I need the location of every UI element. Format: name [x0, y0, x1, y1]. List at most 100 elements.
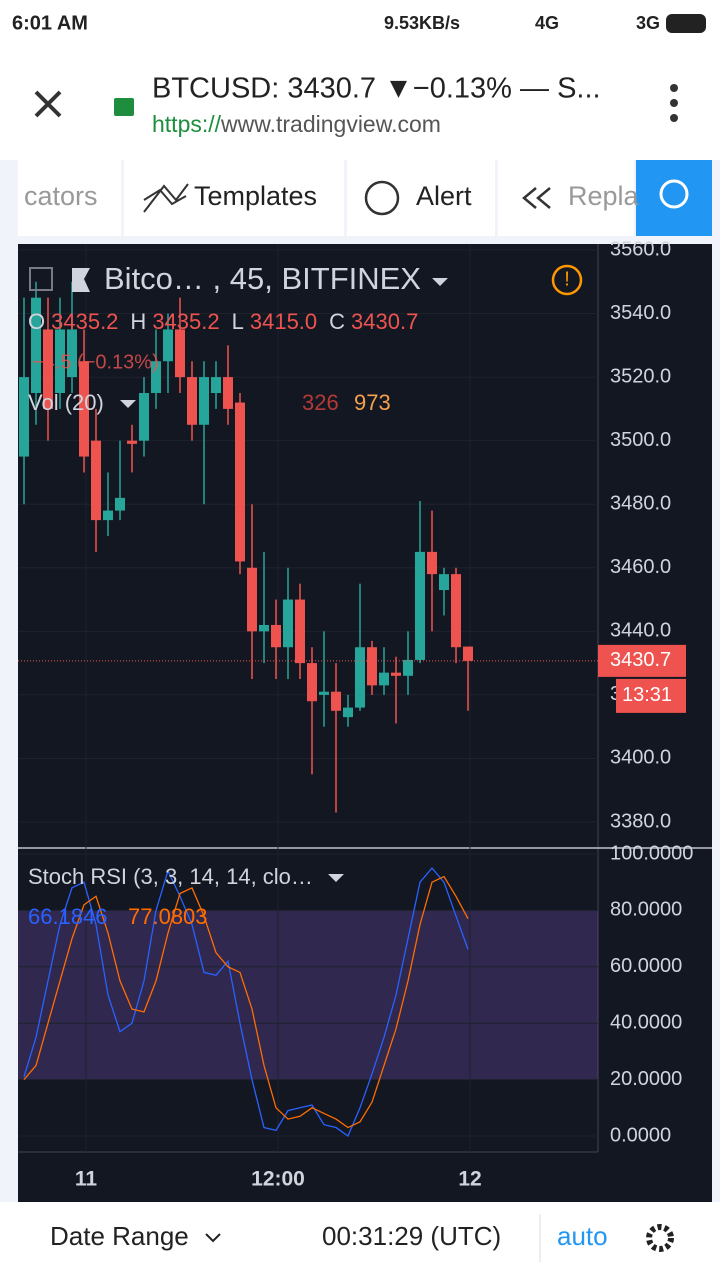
ohlc-name: H: [130, 309, 146, 334]
y-tick-label: 40.0000: [610, 1011, 682, 1033]
ohlc-name: C: [329, 309, 345, 334]
warning-icon[interactable]: [551, 264, 583, 296]
candle-body: [247, 567, 257, 632]
stoch-line: [23, 875, 469, 1129]
y-tick-label: 60.0000: [610, 955, 682, 977]
y-tick-label: 3560.0: [610, 238, 671, 260]
toolbar-button[interactable]: [124, 160, 344, 236]
candle-body: [319, 691, 329, 695]
candle-body: [31, 297, 41, 393]
candle-body: [403, 659, 413, 676]
lock-icon: [114, 98, 134, 116]
y-tick-label: 20.0000: [610, 1068, 682, 1090]
browser-bar: [0, 0, 720, 160]
y-tick-label: 100.0000: [610, 842, 693, 864]
candle-body: [283, 599, 293, 648]
candle-body: [343, 707, 353, 718]
url[interactable]: https://www.tradingview.com: [152, 111, 441, 137]
candle-body: [259, 624, 269, 632]
candle-body: [199, 377, 209, 425]
ideas-button[interactable]: [636, 160, 712, 236]
toolbar-label: Alert: [416, 181, 472, 211]
alert-icon: [364, 180, 400, 216]
net-speed: 9.53KB/s: [384, 13, 460, 33]
clock-utc[interactable]: 00:31:29 (UTC): [322, 1221, 501, 1251]
price-tag: [598, 644, 686, 677]
candle-body: [211, 377, 221, 393]
chart-panel: [18, 244, 712, 1202]
candle-body: [427, 551, 437, 575]
volume-legend[interactable]: Vol (20): [28, 390, 104, 415]
candle-body: [79, 361, 89, 457]
replay-icon: [522, 187, 551, 209]
candle-body: [355, 647, 365, 708]
toolbar-label: cators: [24, 181, 98, 211]
toolbar-button[interactable]: [18, 160, 121, 236]
candle-body: [67, 329, 77, 378]
battery: [666, 14, 706, 33]
candle-body: [19, 377, 29, 457]
toolbar-button[interactable]: [498, 160, 634, 236]
menu-button[interactable]: [670, 84, 678, 122]
y-tick-label: 3400.0: [610, 747, 671, 769]
collapse-icon[interactable]: [29, 267, 53, 291]
y-tick-label: 3480.0: [610, 493, 671, 515]
y-tick-label: 3500.0: [610, 429, 671, 451]
close-button[interactable]: [34, 90, 62, 118]
bulb-icon: [659, 179, 689, 209]
y-tick-label: 80.0000: [610, 899, 682, 921]
network: 3G: [636, 13, 660, 33]
stoch-value: 77.0803: [128, 904, 208, 929]
y-tick-label: 3440.0: [610, 620, 671, 642]
price-tag-label: 3430.7: [610, 649, 671, 671]
ohlc-value: 3415.0: [250, 309, 317, 334]
ohlc-value: 3435.2: [152, 309, 219, 334]
countdown-label: 13:31: [622, 684, 672, 706]
date-range[interactable]: Date Range: [50, 1221, 189, 1251]
url-scheme: https://: [152, 111, 222, 137]
y-tick-label: 0.0000: [610, 1124, 671, 1146]
auto-scale[interactable]: auto: [557, 1221, 608, 1251]
footer: [0, 1202, 720, 1280]
ohlc-value: 3435.2: [51, 309, 118, 334]
volume-value: 973: [354, 390, 391, 415]
candle-body: [307, 663, 317, 702]
candle-body: [175, 329, 185, 378]
candle-body: [391, 672, 401, 676]
symbol-legend[interactable]: Bitco… , 45, BITFINEX: [104, 261, 421, 296]
flag-icon: [72, 268, 90, 292]
candle-body: [223, 377, 233, 409]
ohlc-name: O: [28, 309, 45, 334]
ohlc-value: 3430.7: [351, 309, 418, 334]
y-tick-label: 3380.0: [610, 810, 671, 832]
stoch-value: 66.1846: [28, 904, 108, 929]
candle-body: [43, 329, 53, 409]
candle-body: [295, 599, 305, 664]
candle-body: [139, 393, 149, 441]
dropdown-icon: [205, 1233, 221, 1243]
candle-body: [439, 574, 449, 591]
warning-mark: !: [564, 268, 570, 290]
dropdown-icon: [120, 400, 136, 408]
candle-body: [235, 402, 245, 562]
y-tick-label: 3460.0: [610, 556, 671, 578]
candle-body: [187, 377, 197, 425]
network: 4G: [535, 13, 559, 33]
countdown-tag: [616, 678, 686, 713]
candle-body: [331, 691, 341, 711]
templates-icon: [143, 183, 189, 213]
y-tick-label: 3540.0: [610, 302, 671, 324]
stoch-legend[interactable]: Stoch RSI (3, 3, 14, 14, clo…: [28, 864, 313, 889]
candle-body: [55, 329, 65, 393]
candle-body: [103, 510, 113, 521]
clock: 6:01 AM: [12, 12, 88, 34]
candle-body: [151, 361, 161, 393]
x-tick-label: 12: [458, 1168, 481, 1191]
candle-body: [463, 646, 473, 661]
candle-body: [271, 624, 281, 648]
candle-body: [163, 329, 173, 362]
toolbar-button[interactable]: [347, 160, 495, 236]
settings-icon[interactable]: [646, 1224, 674, 1252]
